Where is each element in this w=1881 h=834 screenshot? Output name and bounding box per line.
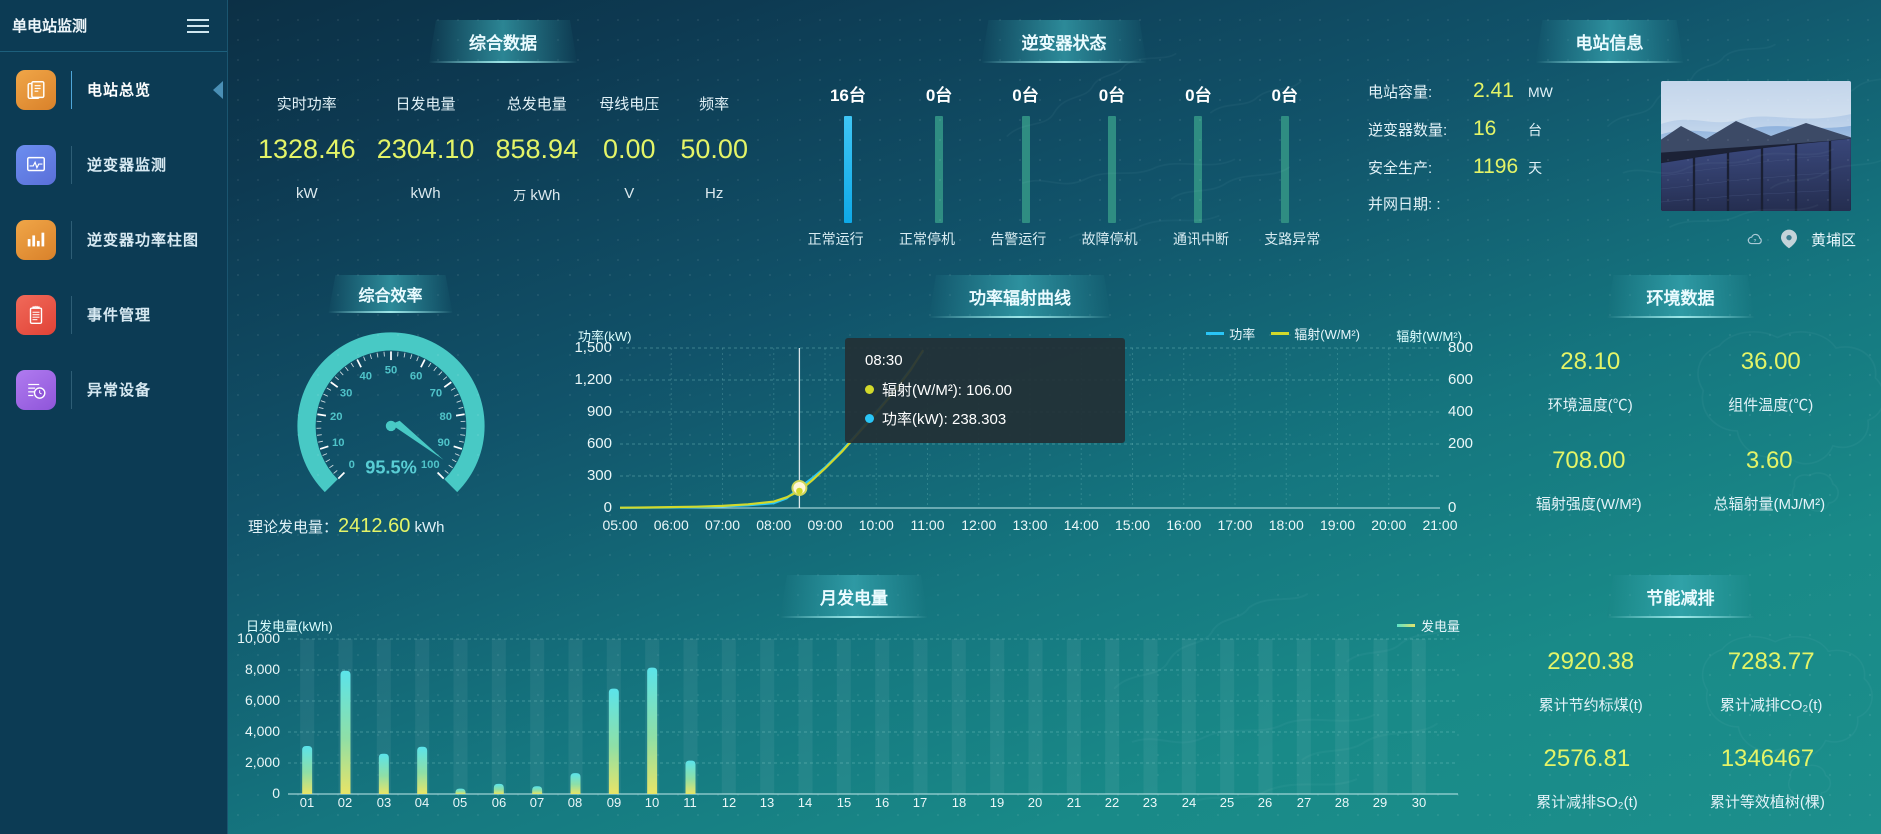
svg-text:19:00: 19:00 <box>1320 517 1355 533</box>
svg-text:4,000: 4,000 <box>245 723 280 739</box>
svg-text:50: 50 <box>384 364 397 376</box>
svg-text:30: 30 <box>1412 795 1426 809</box>
svg-text:08: 08 <box>568 795 582 809</box>
svg-text:06: 06 <box>492 795 506 809</box>
svg-text:1,200: 1,200 <box>574 371 612 388</box>
svg-text:10,000: 10,000 <box>237 630 280 646</box>
svg-text:200: 200 <box>1448 435 1473 452</box>
svg-text:25: 25 <box>1220 795 1234 809</box>
svg-text:400: 400 <box>1448 403 1473 420</box>
svg-text:300: 300 <box>587 467 612 484</box>
svg-text:14:00: 14:00 <box>1064 517 1099 533</box>
svg-text:900: 900 <box>587 403 612 420</box>
svg-text:16:00: 16:00 <box>1166 517 1201 533</box>
svg-text:?: ? <box>1754 238 1757 244</box>
svg-text:0: 0 <box>1448 499 1456 516</box>
svg-text:17:00: 17:00 <box>1217 517 1252 533</box>
svg-text:04: 04 <box>415 795 429 809</box>
svg-text:01: 01 <box>300 795 314 809</box>
svg-text:19: 19 <box>990 795 1004 809</box>
svg-text:11:00: 11:00 <box>911 517 945 533</box>
svg-text:20: 20 <box>1028 795 1042 809</box>
svg-text:10:00: 10:00 <box>859 517 894 533</box>
svg-text:6,000: 6,000 <box>245 692 280 708</box>
svg-text:0: 0 <box>272 785 280 801</box>
svg-text:10: 10 <box>331 437 344 449</box>
svg-text:10: 10 <box>645 795 659 809</box>
svg-text:100: 100 <box>420 459 439 471</box>
svg-text:2,000: 2,000 <box>245 754 280 770</box>
svg-text:600: 600 <box>1448 371 1473 388</box>
svg-text:05: 05 <box>453 795 467 809</box>
svg-text:03: 03 <box>377 795 391 809</box>
svg-text:800: 800 <box>1448 339 1473 356</box>
svg-text:23: 23 <box>1143 795 1157 809</box>
svg-text:15: 15 <box>837 795 851 809</box>
svg-text:09: 09 <box>607 795 621 809</box>
svg-text:08:00: 08:00 <box>756 517 791 533</box>
svg-text:13: 13 <box>760 795 774 809</box>
svg-text:21: 21 <box>1067 795 1081 809</box>
svg-text:26: 26 <box>1258 795 1272 809</box>
svg-text:18:00: 18:00 <box>1269 517 1304 533</box>
svg-text:1,500: 1,500 <box>574 339 612 356</box>
svg-text:20: 20 <box>329 411 342 423</box>
svg-text:29: 29 <box>1373 795 1387 809</box>
svg-text:14: 14 <box>798 795 812 809</box>
svg-text:27: 27 <box>1297 795 1311 809</box>
svg-text:12:00: 12:00 <box>961 517 996 533</box>
svg-text:0: 0 <box>604 499 612 516</box>
svg-text:18: 18 <box>952 795 966 809</box>
svg-text:60: 60 <box>409 370 422 382</box>
svg-text:95.5%: 95.5% <box>365 458 417 478</box>
svg-text:12: 12 <box>722 795 736 809</box>
svg-text:07:00: 07:00 <box>705 517 740 533</box>
svg-text:8,000: 8,000 <box>245 661 280 677</box>
svg-text:0: 0 <box>348 459 354 471</box>
svg-text:13:00: 13:00 <box>1012 517 1047 533</box>
svg-text:30: 30 <box>339 387 352 399</box>
svg-text:80: 80 <box>439 411 452 423</box>
svg-text:02: 02 <box>338 795 352 809</box>
svg-text:16: 16 <box>875 795 889 809</box>
svg-text:17: 17 <box>913 795 927 809</box>
svg-text:70: 70 <box>429 387 442 399</box>
svg-text:15:00: 15:00 <box>1115 517 1150 533</box>
svg-text:40: 40 <box>359 370 372 382</box>
svg-text:21:00: 21:00 <box>1422 517 1457 533</box>
svg-text:11: 11 <box>683 795 697 809</box>
svg-text:24: 24 <box>1182 795 1196 809</box>
svg-text:09:00: 09:00 <box>807 517 842 533</box>
svg-text:22: 22 <box>1105 795 1119 809</box>
svg-text:28: 28 <box>1335 795 1349 809</box>
svg-text:20:00: 20:00 <box>1371 517 1406 533</box>
svg-text:07: 07 <box>530 795 544 809</box>
svg-text:90: 90 <box>437 437 450 449</box>
svg-text:600: 600 <box>587 435 612 452</box>
svg-text:06:00: 06:00 <box>654 517 689 533</box>
svg-text:05:00: 05:00 <box>602 517 637 533</box>
